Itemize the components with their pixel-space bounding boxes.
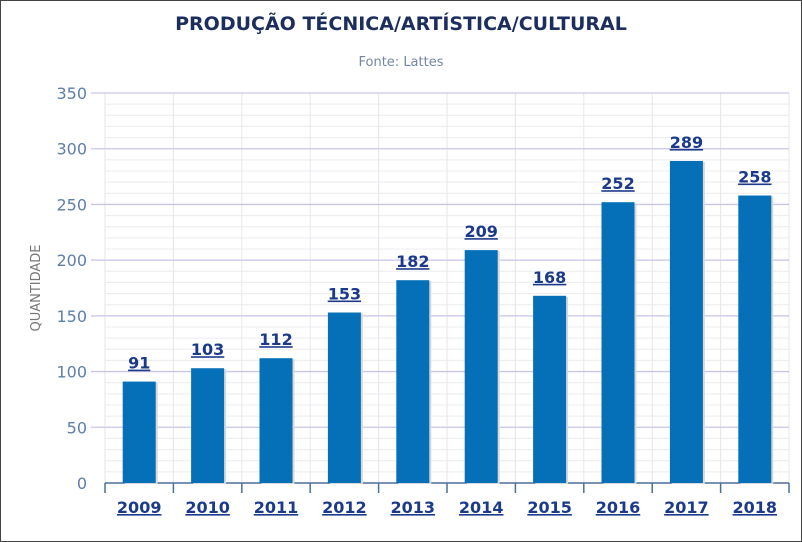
- x-tick-label-2012: 2012: [322, 498, 367, 517]
- chart-title: PRODUÇÃO TÉCNICA/ARTÍSTICA/CULTURAL: [175, 11, 627, 35]
- y-tick-label: 0: [77, 474, 87, 493]
- y-tick-label: 350: [56, 84, 87, 103]
- bar-2016: [601, 202, 635, 483]
- data-label-2014: 209: [464, 222, 497, 241]
- chart-subtitle: Fonte: Lattes: [359, 55, 444, 70]
- bar-2009: [122, 381, 156, 483]
- data-label-2011: 112: [259, 330, 292, 349]
- y-tick-label: 100: [56, 363, 87, 382]
- y-axis-label: QUANTIDADE: [29, 244, 44, 331]
- x-tick-label-2014: 2014: [459, 498, 504, 517]
- y-tick-label: 250: [56, 195, 87, 214]
- y-tick-label: 150: [56, 307, 87, 326]
- x-tick-label-2018: 2018: [733, 498, 778, 517]
- data-label-2013: 182: [396, 252, 429, 271]
- bar-2018: [738, 195, 772, 483]
- x-tick-label-2009: 2009: [117, 498, 162, 517]
- y-tick-label: 50: [67, 418, 87, 437]
- data-label-2012: 153: [328, 285, 361, 304]
- bar-2011: [259, 358, 293, 483]
- y-tick-label: 300: [56, 140, 87, 159]
- x-tick-label-2016: 2016: [596, 498, 641, 517]
- data-label-2018: 258: [738, 168, 771, 187]
- x-tick-label-2010: 2010: [185, 498, 230, 517]
- x-tick-label-2015: 2015: [527, 498, 572, 517]
- x-tick-label-2013: 2013: [391, 498, 436, 517]
- data-label-2015: 168: [533, 268, 566, 287]
- data-label-2010: 103: [191, 340, 224, 359]
- data-label-2017: 289: [670, 133, 703, 152]
- x-tick-label-2017: 2017: [664, 498, 709, 517]
- bar-2017: [669, 160, 703, 483]
- bar-2012: [327, 312, 361, 483]
- bar-2014: [464, 250, 498, 483]
- data-label-2009: 91: [128, 354, 150, 373]
- bar-2010: [191, 368, 225, 483]
- x-tick-label-2011: 2011: [254, 498, 299, 517]
- bar-2015: [533, 295, 567, 483]
- data-label-2016: 252: [601, 174, 634, 193]
- bar-2013: [396, 280, 430, 483]
- y-tick-label: 200: [56, 251, 87, 270]
